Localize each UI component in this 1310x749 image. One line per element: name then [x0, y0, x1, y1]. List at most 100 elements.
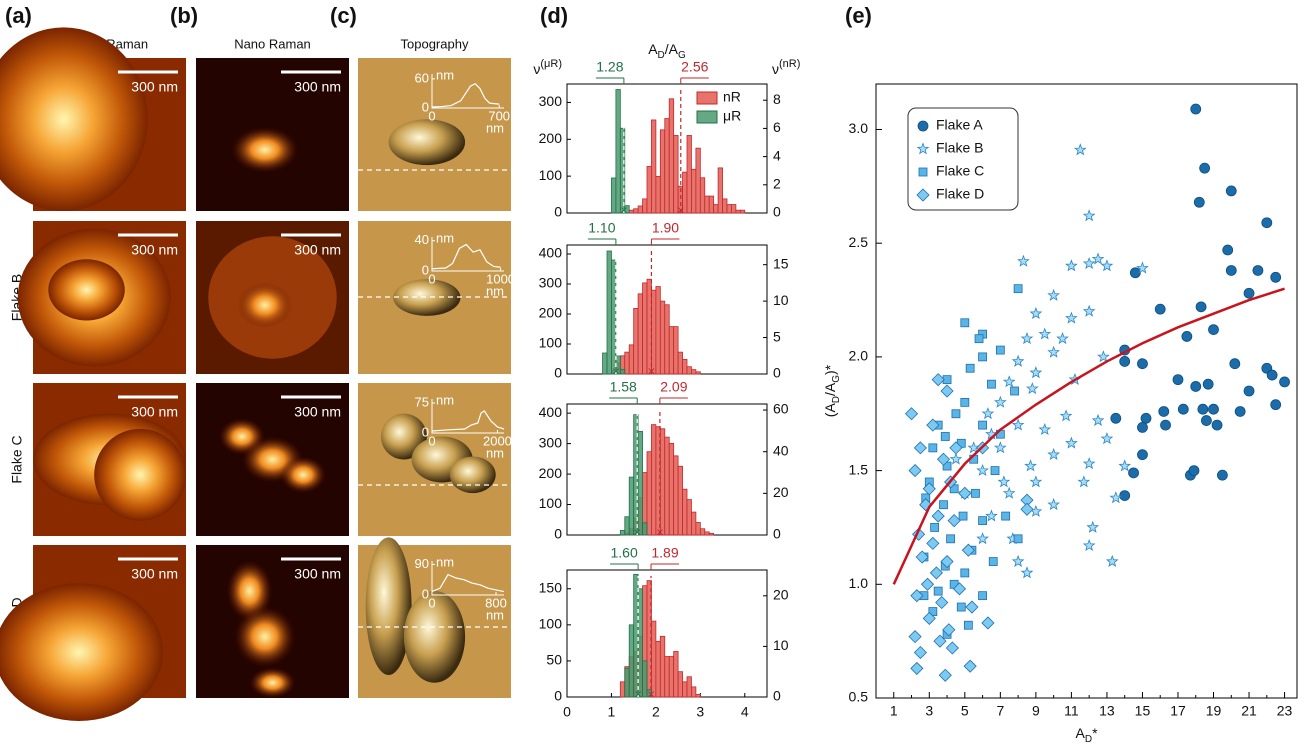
scatter-point: [1038, 327, 1052, 340]
scatter-point: [971, 488, 980, 498]
y2-tick-label: 5: [773, 328, 781, 344]
scatter-point: [1202, 378, 1214, 390]
scatter-point: [956, 602, 966, 612]
y2-axis-label: ν(nR): [772, 58, 800, 77]
scatter-point: [926, 418, 940, 432]
scatter-point: [994, 441, 1007, 454]
scatter-point: [1065, 259, 1078, 272]
y2-tick-label: 60: [773, 401, 789, 417]
scatter-point: [1020, 566, 1034, 579]
scale-bar-label: 300 nm: [294, 79, 341, 95]
inset-tick-label: 1000: [486, 271, 515, 286]
inset-tick-label: 700: [488, 108, 510, 123]
scatter-point: [1261, 217, 1273, 229]
scatter-point: [1201, 415, 1212, 426]
histogram-bar: [651, 424, 657, 536]
x-tick-label: 7: [996, 703, 1004, 719]
scatter-point: [1029, 366, 1043, 379]
scatter-point: [908, 630, 922, 644]
scatter-point: [931, 509, 945, 523]
panel-label: (e): [845, 3, 872, 28]
panel-label: (c): [330, 3, 357, 28]
legend-box: [907, 107, 1019, 211]
scatter-point: [958, 486, 972, 500]
scatter-point: [918, 167, 928, 177]
scale-bar-label: 300 nm: [294, 404, 341, 420]
scatter-point: [1025, 382, 1039, 395]
y2-tick-label: 10: [773, 292, 789, 308]
y-tick-label: 100: [539, 335, 563, 351]
scatter-point: [1047, 288, 1060, 301]
scatter-point: [940, 384, 954, 398]
histogram-bar: [651, 289, 657, 375]
legend-swatch: [696, 110, 718, 124]
y-tick-label: 3.0: [849, 120, 869, 136]
histogram-bar: [668, 98, 675, 214]
scatter-point: [1082, 457, 1096, 470]
scatter-point: [1252, 265, 1264, 276]
histogram-bar: [637, 205, 643, 214]
mean-marker: ×: [634, 686, 642, 701]
inset-tick-label: 60: [415, 70, 429, 85]
scatter-point: [1216, 469, 1228, 481]
scatter-point: [965, 363, 975, 373]
mean-marker: ×: [648, 363, 656, 378]
histogram-bar: [651, 119, 657, 214]
histogram-bar: [735, 209, 741, 214]
histogram-bar: [642, 282, 648, 375]
y-tick-label: 2.0: [849, 348, 869, 364]
scatter-point: [981, 407, 995, 420]
label-part: G: [678, 50, 686, 61]
scatter-point: [1234, 406, 1246, 417]
scatter-point: [1243, 287, 1255, 299]
histogram-bar: [673, 455, 679, 536]
y2-tick-label: 0: [773, 526, 781, 542]
y2-tick-label: 0: [773, 688, 781, 704]
histogram-bar: [682, 681, 688, 698]
panel-label: (d): [540, 3, 568, 28]
histogram-bar: [624, 516, 630, 536]
label-part: ν: [772, 61, 779, 77]
histogram-bar: [691, 511, 697, 536]
inset-tick-label: 75: [415, 394, 429, 409]
histogram-bar: [664, 304, 670, 375]
inset-x-label: nm: [486, 120, 504, 135]
histogram-bar: [686, 366, 692, 375]
scale-bar-label: 300 nm: [131, 404, 178, 420]
inset-y-label: nm: [436, 230, 454, 245]
histogram-bar: [628, 344, 635, 375]
scatter-point: [987, 379, 996, 389]
histogram-bar: [637, 293, 643, 375]
image-blob: [234, 606, 296, 668]
scatter-point: [1208, 403, 1219, 415]
scatter-point: [1082, 304, 1096, 317]
label-part: /A: [822, 382, 838, 396]
inset-tick-label: 0: [422, 99, 429, 114]
scatter-point: [1024, 459, 1037, 472]
y2-tick-label: 6: [773, 119, 781, 135]
scatter-point: [1082, 538, 1096, 552]
scatter-point: [1073, 143, 1087, 156]
image-blob: [403, 590, 466, 683]
mean-label: 1.10: [588, 220, 615, 236]
scatter-point: [1038, 423, 1052, 436]
x-tick-label: 17: [1170, 703, 1186, 719]
y-tick-label: 200: [539, 465, 563, 481]
histogram-bar: [695, 522, 701, 536]
scatter-point: [1177, 403, 1189, 415]
scatter-point: [942, 623, 956, 637]
mean-label: 1.58: [610, 379, 637, 395]
chart-title: AD/AG: [648, 41, 686, 61]
histogram-bar: [642, 198, 648, 214]
inset-x-label: nm: [486, 283, 504, 298]
scatter-point: [951, 409, 961, 419]
mean-marker: ×: [677, 202, 685, 217]
y-tick-label: 0: [554, 204, 562, 220]
scatter-point: [1137, 421, 1148, 433]
histogram-bar: [646, 278, 652, 375]
scatter-point: [929, 566, 943, 580]
y2-tick-label: 15: [773, 255, 789, 271]
scatter-point: [922, 611, 936, 625]
scatter-point: [1077, 475, 1091, 488]
